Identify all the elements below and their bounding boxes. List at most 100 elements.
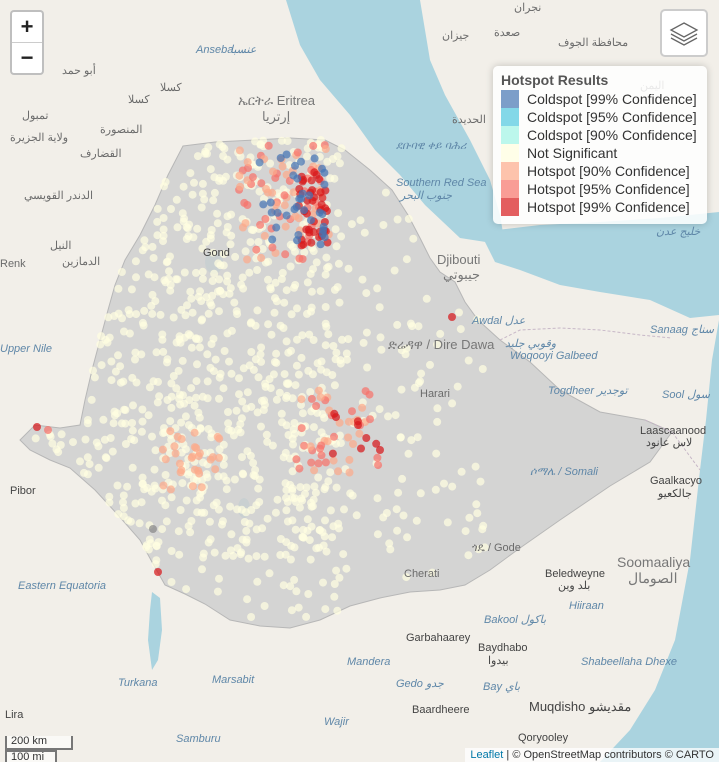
point-not-significant[interactable] <box>148 432 156 441</box>
point-not-significant[interactable] <box>253 266 262 274</box>
point-not-significant[interactable] <box>336 356 345 365</box>
point-hotspot-99[interactable] <box>315 175 324 184</box>
point-hotspot[interactable] <box>373 453 382 462</box>
point-not-significant[interactable] <box>398 474 407 483</box>
point-hotspot[interactable] <box>345 455 354 464</box>
point-not-significant[interactable] <box>288 467 297 476</box>
point-not-significant[interactable] <box>207 433 216 442</box>
point-coldspot-99[interactable] <box>318 164 326 173</box>
point-not-significant[interactable] <box>472 500 481 509</box>
point-not-significant[interactable] <box>189 475 198 484</box>
point-not-significant[interactable] <box>282 421 291 430</box>
point-not-significant[interactable] <box>179 182 188 191</box>
point-hotspot[interactable] <box>257 179 266 188</box>
point-not-significant[interactable] <box>131 348 140 357</box>
point-not-significant[interactable] <box>145 535 154 544</box>
point-not-significant[interactable] <box>249 471 258 480</box>
point-not-significant[interactable] <box>242 535 251 544</box>
point-not-significant[interactable] <box>236 420 245 429</box>
point-hotspot[interactable] <box>317 441 326 450</box>
point-hotspot-99[interactable] <box>154 568 162 576</box>
point-not-significant[interactable] <box>193 224 202 233</box>
point-not-significant[interactable] <box>329 342 338 350</box>
point-not-significant[interactable] <box>290 419 299 427</box>
point-not-significant[interactable] <box>241 247 250 256</box>
point-hotspot[interactable] <box>268 188 277 197</box>
point-not-significant[interactable] <box>397 346 406 355</box>
point-not-significant[interactable] <box>96 340 105 349</box>
point-not-significant[interactable] <box>277 275 286 283</box>
point-not-significant[interactable] <box>244 554 253 563</box>
point-not-significant[interactable] <box>297 400 305 409</box>
point-not-significant[interactable] <box>105 498 114 507</box>
point-not-significant[interactable] <box>90 373 99 382</box>
point-not-significant[interactable] <box>239 364 248 373</box>
point-hotspot[interactable] <box>177 466 186 475</box>
point-hotspot[interactable] <box>295 464 304 473</box>
point-not-significant[interactable] <box>150 465 159 474</box>
point-not-significant[interactable] <box>291 525 300 534</box>
point-not-significant[interactable] <box>229 551 238 560</box>
point-not-significant[interactable] <box>259 406 268 414</box>
point-not-significant[interactable] <box>254 238 263 246</box>
point-not-significant[interactable] <box>194 335 203 344</box>
point-not-significant[interactable] <box>210 269 219 278</box>
point-not-significant[interactable] <box>159 225 168 234</box>
point-hotspot[interactable] <box>292 455 301 464</box>
point-not-significant[interactable] <box>270 308 279 317</box>
point-not-significant[interactable] <box>224 419 233 428</box>
point-not-significant[interactable] <box>182 585 191 594</box>
point-not-significant[interactable] <box>159 429 168 438</box>
point-hotspot[interactable] <box>344 433 353 442</box>
point-hotspot-99[interactable] <box>310 168 319 177</box>
point-not-significant[interactable] <box>204 425 213 433</box>
point-hotspot[interactable] <box>243 158 252 167</box>
point-not-significant[interactable] <box>192 268 200 277</box>
point-not-significant[interactable] <box>107 357 116 366</box>
point-not-significant[interactable] <box>379 513 388 522</box>
point-not-significant[interactable] <box>203 473 212 482</box>
point-not-significant[interactable] <box>138 246 147 255</box>
point-not-significant[interactable] <box>457 467 466 476</box>
point-not-significant[interactable] <box>263 514 272 523</box>
point-not-significant[interactable] <box>324 477 333 486</box>
point-not-significant[interactable] <box>417 369 426 378</box>
point-not-significant[interactable] <box>130 436 139 445</box>
point-coldspot-99[interactable] <box>320 180 329 189</box>
point-not-significant[interactable] <box>205 517 214 526</box>
point-hotspot[interactable] <box>241 219 250 228</box>
point-not-significant[interactable] <box>287 606 296 615</box>
point-not-significant[interactable] <box>321 483 330 492</box>
point-not-significant[interactable] <box>238 273 247 282</box>
point-not-significant[interactable] <box>193 360 201 369</box>
point-not-significant[interactable] <box>124 516 133 525</box>
point-not-significant[interactable] <box>116 362 125 371</box>
point-not-significant[interactable] <box>335 298 344 307</box>
point-hotspot[interactable] <box>310 466 319 475</box>
point-not-significant[interactable] <box>175 394 184 403</box>
point-not-significant[interactable] <box>83 470 92 479</box>
point-not-significant[interactable] <box>127 285 136 294</box>
point-not-significant[interactable] <box>108 447 117 456</box>
point-hotspot[interactable] <box>307 458 316 467</box>
point-not-significant[interactable] <box>309 265 317 274</box>
point-not-significant[interactable] <box>153 217 162 226</box>
point-not-significant[interactable] <box>213 209 222 218</box>
point-not-significant[interactable] <box>333 606 342 615</box>
point-not-significant[interactable] <box>322 547 331 556</box>
point-not-significant[interactable] <box>206 165 215 174</box>
point-not-significant[interactable] <box>198 267 207 276</box>
point-not-significant[interactable] <box>190 178 198 187</box>
point-coldspot-99[interactable] <box>267 208 276 217</box>
point-hotspot[interactable] <box>282 170 291 179</box>
point-not-significant[interactable] <box>307 502 316 511</box>
point-not-significant[interactable] <box>176 506 185 514</box>
point-not-significant[interactable] <box>223 271 232 280</box>
point-not-significant[interactable] <box>117 419 126 428</box>
point-hotspot[interactable] <box>316 393 325 402</box>
point-not-significant[interactable] <box>284 431 293 439</box>
point-not-significant[interactable] <box>204 309 213 318</box>
point-hotspot[interactable] <box>171 449 180 458</box>
point-not-significant[interactable] <box>236 428 245 437</box>
point-not-significant[interactable] <box>145 383 154 392</box>
